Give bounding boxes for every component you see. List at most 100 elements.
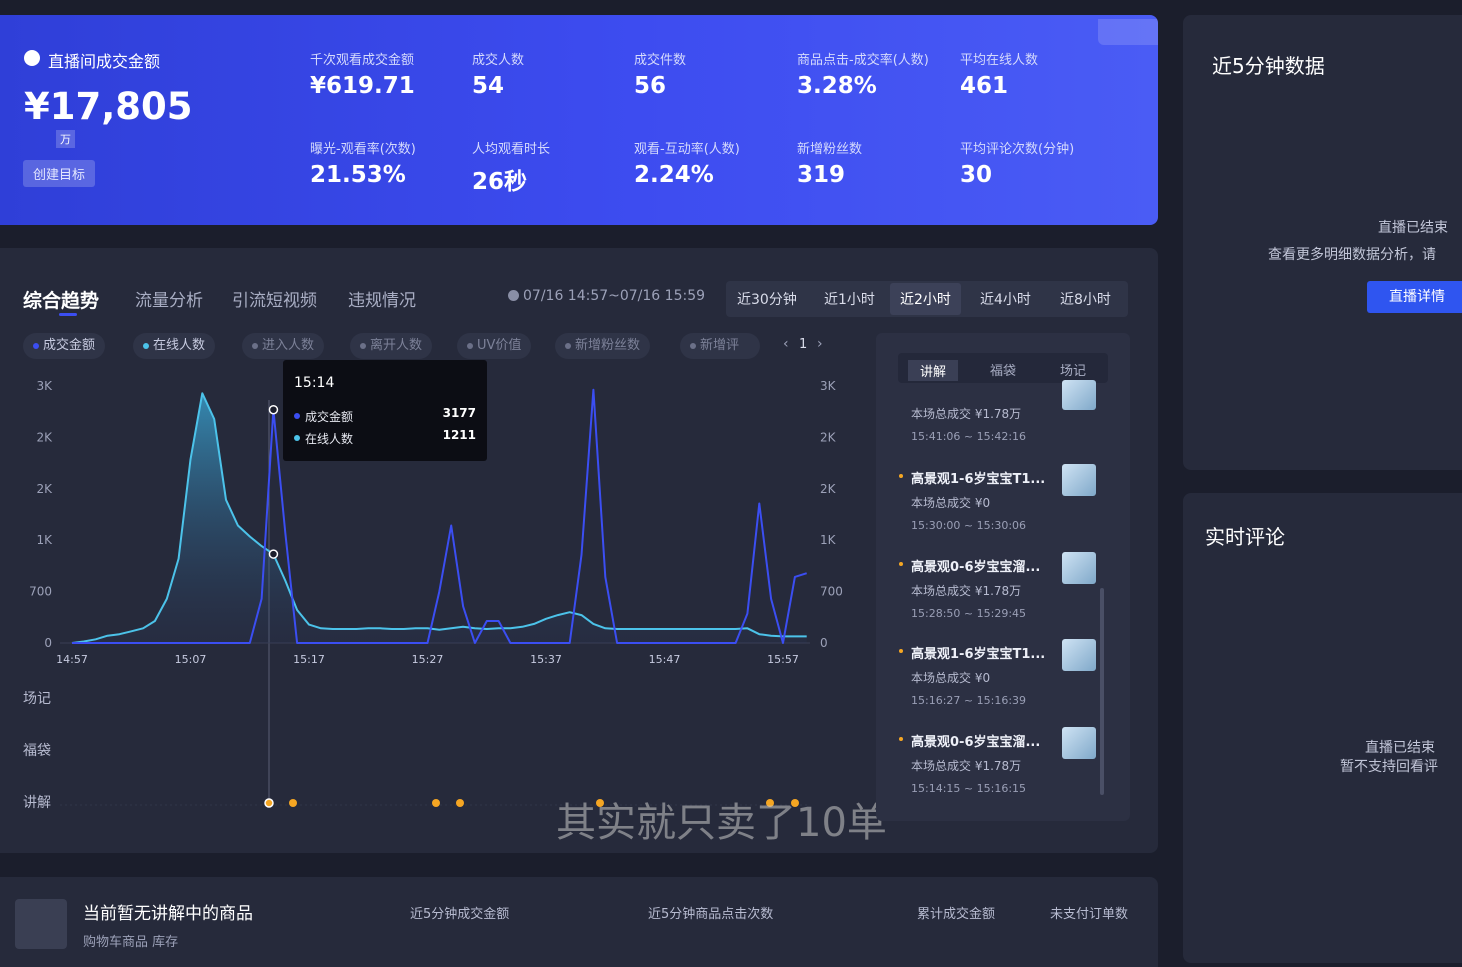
event-dot[interactable] bbox=[289, 799, 297, 807]
range-button[interactable]: 近8小时 bbox=[1060, 292, 1111, 308]
product-thumb bbox=[15, 899, 67, 949]
explain-item-sales: 本场总成交 ¥0 bbox=[911, 496, 991, 510]
pager-next[interactable]: › bbox=[817, 336, 823, 352]
y-tick-label: 3K bbox=[36, 379, 53, 393]
range-button[interactable]: 近2小时 bbox=[890, 283, 961, 315]
legend-text: 在线人数 bbox=[153, 338, 206, 353]
metric-value: 461 bbox=[960, 73, 1009, 99]
event-dot[interactable] bbox=[596, 799, 604, 807]
explain-item-title: 高景观0-6岁宝宝溜... bbox=[911, 560, 1041, 575]
tooltip-value: 3177 bbox=[442, 406, 476, 420]
explain-thumb bbox=[1062, 639, 1096, 671]
chip-text: 新增评 bbox=[700, 338, 740, 353]
metric-chip[interactable]: 离开人数 bbox=[350, 333, 433, 359]
tooltip-dot bbox=[294, 413, 300, 419]
summary-unit: 万 bbox=[56, 130, 75, 148]
metric-value: ¥619.71 bbox=[310, 73, 415, 99]
tab[interactable]: 引流短视频 bbox=[232, 291, 317, 311]
legend-dot bbox=[33, 342, 39, 349]
metric-chip[interactable]: UV价值 bbox=[457, 333, 532, 359]
explain-tab[interactable]: 福袋 bbox=[990, 364, 1017, 379]
chip-dot bbox=[467, 342, 473, 349]
tab[interactable]: 综合趋势 bbox=[23, 290, 100, 312]
series-area bbox=[72, 393, 807, 643]
pager-page: 1 bbox=[799, 337, 808, 352]
explain-tab[interactable]: 场记 bbox=[1060, 364, 1087, 379]
tooltip-name: 成交金额 bbox=[305, 410, 354, 424]
tab[interactable]: 流量分析 bbox=[135, 291, 203, 311]
metric-label: 千次观看成交金额 bbox=[310, 53, 415, 68]
tab[interactable]: 违规情况 bbox=[348, 291, 416, 311]
comments-title: 实时评论 bbox=[1205, 525, 1285, 549]
y-tick-label: 2K bbox=[36, 482, 53, 496]
range-button[interactable]: 近30分钟 bbox=[737, 292, 797, 308]
explain-item-title: 高景观1-6岁宝宝T1... bbox=[911, 472, 1046, 487]
explain-item-title: 高景观1-6岁宝宝T1... bbox=[911, 647, 1046, 662]
product-sub: 购物车商品 库存 bbox=[83, 935, 179, 950]
event-dot[interactable] bbox=[432, 799, 440, 807]
summary-title: 直播间成交金额 bbox=[48, 52, 161, 71]
range-button[interactable]: 近1小时 bbox=[824, 292, 875, 308]
column-header: 近5分钟商品点击次数 bbox=[648, 907, 774, 922]
create-goal-button[interactable]: 创建目标 bbox=[23, 160, 96, 187]
summary-value: ¥17,805 bbox=[24, 85, 193, 128]
icon bbox=[24, 50, 40, 66]
explain-thumb bbox=[1062, 552, 1096, 584]
summary-card: 直播间成交金额 ¥17,805 万 创建目标 千次观看成交金额 ¥619.71 成交… bbox=[0, 15, 1158, 225]
y-tick-label: 2K bbox=[36, 430, 53, 444]
side-status: 直播已结束 bbox=[1378, 220, 1448, 236]
live-detail-button[interactable]: 直播详情 bbox=[1367, 281, 1462, 313]
explain-item-time: 15:41:06 ~ 15:42:16 bbox=[911, 430, 1027, 443]
metric-chip[interactable]: 进入人数 bbox=[242, 333, 325, 359]
hover-point bbox=[268, 549, 279, 559]
column-header: 未支付订单数 bbox=[1050, 907, 1129, 922]
explain-marker bbox=[899, 737, 903, 741]
event-dot[interactable] bbox=[791, 799, 799, 807]
tooltip-dot bbox=[294, 435, 300, 441]
event-dot[interactable] bbox=[766, 799, 774, 807]
scrollbar bbox=[1100, 588, 1104, 795]
metric-value: 319 bbox=[797, 162, 846, 188]
comments-hint: 暂不支持回看评 bbox=[1340, 759, 1438, 775]
explain-item-sales: 本场总成交 ¥0 bbox=[911, 671, 991, 685]
chip-text: 新增粉丝数 bbox=[575, 338, 641, 353]
explain-tab[interactable]: 讲解 bbox=[908, 360, 959, 381]
metric-value: 21.53% bbox=[310, 162, 406, 188]
y2-tick-label: 700 bbox=[820, 585, 843, 599]
event-dot[interactable] bbox=[456, 799, 464, 807]
range-button[interactable]: 近4小时 bbox=[980, 292, 1031, 308]
explain-marker bbox=[899, 474, 903, 478]
explain-thumb bbox=[1062, 727, 1096, 759]
explain-item-time: 15:16:27 ~ 15:16:39 bbox=[911, 694, 1027, 707]
explain-marker bbox=[899, 562, 903, 566]
column-header: 累计成交金额 bbox=[917, 907, 996, 922]
chip-dot bbox=[690, 342, 696, 349]
timeline-dots bbox=[264, 798, 799, 808]
comments-card: 实时评论 直播已结束 暂不支持回看评 bbox=[1183, 493, 1462, 963]
metric-chip[interactable]: 新增粉丝数 bbox=[555, 333, 651, 359]
explain-thumb bbox=[1062, 464, 1096, 496]
metric-label: 新增粉丝数 bbox=[797, 142, 863, 157]
timeline-row-label: 福袋 bbox=[23, 743, 51, 759]
timeline-row-label: 场记 bbox=[23, 691, 51, 707]
explain-marker bbox=[899, 649, 903, 653]
chip-dot bbox=[565, 342, 571, 349]
explain-thumb bbox=[1062, 380, 1096, 410]
event-dot[interactable] bbox=[264, 798, 274, 808]
x-tick-label: 14:57 bbox=[56, 653, 88, 666]
metric-value: 26秒 bbox=[472, 169, 528, 195]
series-line bbox=[71, 392, 807, 644]
legend-item[interactable]: 成交金额 bbox=[23, 333, 106, 359]
x-tick-label: 15:17 bbox=[293, 653, 325, 666]
trend-chart: 0 700 1K 2K 2K 3K 0 700 1K 2K 2K 3K 14:57 15:07 15:17 1… bbox=[23, 379, 843, 811]
explain-item-title: 高景观0-6岁宝宝溜... bbox=[911, 735, 1041, 750]
metric-chip[interactable]: 新增评 bbox=[680, 333, 760, 359]
legend-item[interactable]: 在线人数 bbox=[133, 333, 216, 359]
pager-prev[interactable]: ‹ bbox=[783, 336, 789, 352]
tooltip-title: 15:14 bbox=[294, 375, 335, 391]
metric-label: 平均在线人数 bbox=[960, 53, 1039, 68]
metric-label: 成交件数 bbox=[634, 53, 687, 68]
chip-text: 进入人数 bbox=[262, 338, 315, 353]
settings-icons[interactable] bbox=[1098, 19, 1158, 45]
tab-underline bbox=[59, 313, 77, 316]
